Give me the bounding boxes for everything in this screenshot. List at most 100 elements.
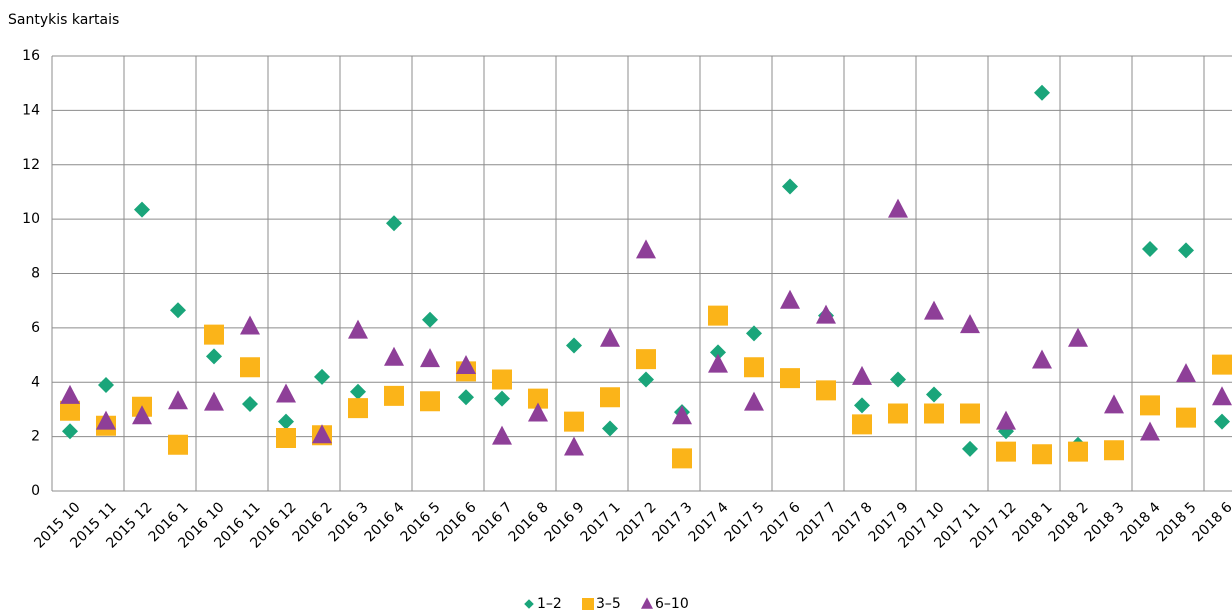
point (744, 357, 764, 378)
point (890, 371, 906, 388)
point (566, 337, 582, 354)
point (134, 201, 150, 218)
point (854, 397, 870, 414)
point (96, 410, 116, 430)
point (926, 386, 942, 403)
point (852, 414, 872, 435)
point (638, 371, 654, 388)
point (1176, 363, 1196, 383)
point (816, 380, 836, 401)
point (780, 368, 800, 389)
point (350, 383, 366, 400)
point (600, 327, 620, 347)
point (456, 354, 476, 374)
point (60, 384, 80, 404)
point (1214, 413, 1230, 430)
y-tick-label: 10 (22, 211, 40, 227)
point (240, 315, 260, 335)
legend-swatch (641, 597, 653, 609)
y-tick-label: 8 (31, 266, 40, 282)
point (98, 376, 114, 393)
y-tick-label: 14 (22, 102, 40, 118)
point (276, 427, 296, 448)
point (420, 348, 440, 368)
point (348, 398, 368, 419)
point (924, 300, 944, 320)
point (278, 413, 294, 430)
point (564, 436, 584, 456)
point (996, 410, 1016, 430)
point (816, 304, 836, 324)
point (458, 389, 474, 406)
point (710, 344, 726, 361)
point (168, 434, 188, 455)
point (204, 324, 224, 345)
point (492, 369, 512, 390)
point (1104, 394, 1124, 414)
point (780, 289, 800, 309)
point (1142, 241, 1158, 258)
point (1140, 395, 1160, 416)
x-tick-label: 2018 6 (1190, 499, 1232, 545)
y-tick-label: 2 (31, 429, 40, 445)
point (170, 302, 186, 319)
point (602, 420, 618, 437)
point (312, 424, 332, 444)
point (1032, 349, 1052, 369)
point (528, 388, 548, 409)
point (708, 305, 728, 326)
point (996, 441, 1016, 462)
point (852, 365, 872, 385)
point (168, 390, 188, 410)
point (672, 405, 692, 425)
point (132, 405, 152, 425)
point (888, 403, 908, 424)
point (672, 448, 692, 469)
y-tick-label: 6 (31, 320, 40, 336)
point (1176, 407, 1196, 428)
point (708, 353, 728, 373)
point (1068, 441, 1088, 462)
point (242, 396, 258, 412)
point (924, 403, 944, 424)
legend-swatch (524, 599, 534, 609)
point (276, 383, 296, 403)
y-tick-label: 12 (22, 157, 40, 173)
point (564, 411, 584, 432)
point (528, 402, 548, 422)
point (422, 311, 438, 328)
point (1212, 386, 1232, 406)
point (746, 325, 762, 342)
point (384, 346, 404, 366)
point (1212, 354, 1232, 375)
point (1178, 242, 1194, 259)
point (348, 319, 368, 339)
y-axis-label: Santykis kartais (8, 12, 119, 28)
point (960, 403, 980, 424)
point (782, 178, 798, 195)
legend-swatch (582, 598, 594, 610)
point (384, 385, 404, 406)
point (1032, 444, 1052, 465)
y-tick-label: 16 (22, 48, 40, 64)
point (962, 440, 978, 457)
point (1068, 327, 1088, 347)
point (744, 391, 764, 411)
point (240, 357, 260, 378)
point (494, 390, 510, 407)
point (492, 425, 512, 445)
legend-label: 3–5 (596, 596, 621, 612)
legend-label: 6–10 (655, 596, 689, 612)
y-tick-label: 0 (31, 483, 40, 499)
point (1140, 421, 1160, 441)
point (206, 348, 222, 365)
legend-label: 1–2 (537, 596, 562, 612)
point (420, 391, 440, 412)
point (888, 198, 908, 218)
y-tick-label: 4 (31, 374, 40, 390)
point (314, 368, 330, 385)
point (1104, 440, 1124, 461)
point (636, 239, 656, 259)
point (1034, 84, 1050, 101)
